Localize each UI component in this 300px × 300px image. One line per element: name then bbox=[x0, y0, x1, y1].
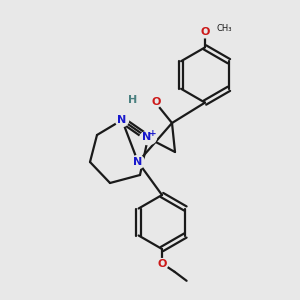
Ellipse shape bbox=[156, 259, 168, 269]
Text: N: N bbox=[142, 132, 151, 142]
Text: O: O bbox=[157, 259, 167, 269]
Text: N: N bbox=[134, 157, 142, 167]
Ellipse shape bbox=[116, 113, 129, 127]
Text: CH₃: CH₃ bbox=[216, 24, 232, 33]
Text: O: O bbox=[200, 27, 210, 38]
Ellipse shape bbox=[140, 131, 156, 145]
Ellipse shape bbox=[131, 155, 145, 169]
Ellipse shape bbox=[149, 96, 161, 108]
Text: O: O bbox=[151, 97, 160, 107]
Text: N: N bbox=[117, 115, 127, 125]
Text: +: + bbox=[149, 129, 157, 138]
Text: H: H bbox=[128, 95, 138, 105]
Ellipse shape bbox=[199, 27, 211, 38]
